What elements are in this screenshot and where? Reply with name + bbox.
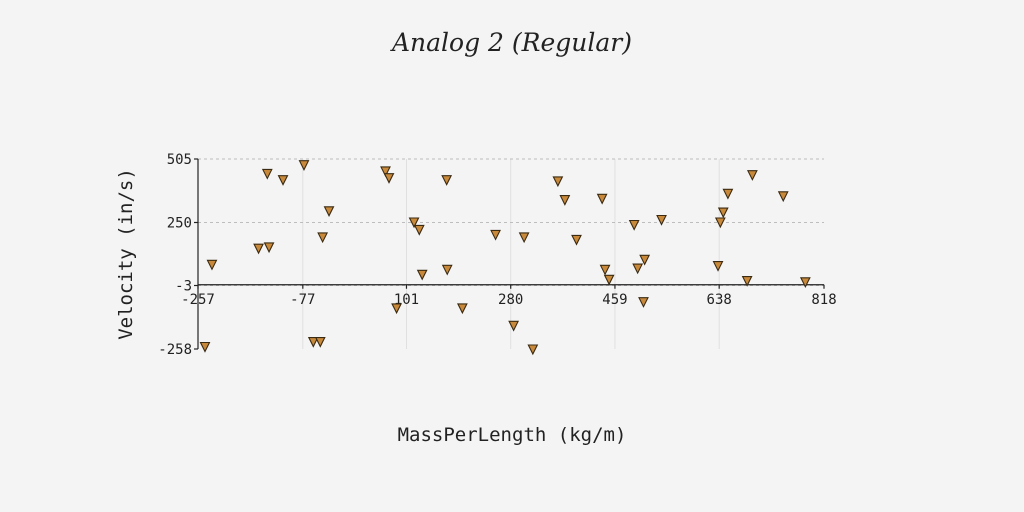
axes (194, 158, 825, 350)
data-points (199, 160, 811, 356)
data-point (263, 242, 275, 254)
data-point (632, 263, 644, 275)
x-tick-label: 818 (811, 292, 836, 308)
data-point (552, 176, 564, 188)
data-point (416, 269, 428, 281)
data-point (253, 243, 264, 255)
data-point (441, 175, 453, 186)
data-point (456, 303, 468, 315)
x-tick-label: -77 (290, 292, 315, 308)
data-point (508, 320, 520, 332)
chart-title: Analog 2 (Regular) (392, 28, 632, 57)
data-point (490, 229, 501, 241)
data-point (380, 166, 391, 178)
data-point (596, 193, 608, 205)
x-tick-label: -257 (181, 292, 215, 308)
data-point (717, 207, 729, 219)
data-point (712, 261, 724, 272)
data-point (603, 274, 615, 286)
data-point (799, 277, 811, 288)
data-point (559, 195, 571, 206)
data-point (206, 259, 218, 271)
x-tick-label: 280 (498, 292, 523, 308)
data-point (628, 219, 640, 231)
x-tick-label: 459 (602, 292, 627, 308)
data-point (527, 344, 539, 356)
data-point (638, 297, 649, 308)
data-point (722, 188, 734, 200)
data-point (599, 264, 611, 276)
x-tick-label: 638 (707, 292, 732, 308)
data-point (314, 336, 326, 348)
data-point (383, 173, 395, 184)
data-point (571, 234, 582, 246)
data-point (277, 175, 289, 186)
data-point (741, 275, 753, 287)
data-point (323, 206, 335, 218)
data-point (261, 168, 273, 180)
data-point (408, 217, 420, 229)
data-point (746, 170, 758, 181)
data-point (413, 224, 425, 236)
data-point (518, 232, 530, 244)
data-point (307, 336, 319, 348)
data-point (199, 341, 211, 353)
data-point (656, 214, 667, 226)
data-point (317, 232, 329, 244)
data-point (714, 217, 726, 229)
y-tick-label: -3 (175, 279, 192, 295)
data-point (777, 191, 789, 203)
data-point (639, 254, 651, 266)
data-point (391, 303, 402, 315)
y-tick-label: 250 (167, 215, 192, 231)
data-point (298, 160, 310, 171)
y-tick-label: -258 (158, 342, 192, 358)
x-axis-title: MassPerLength (kg/m) (397, 424, 627, 446)
data-point (441, 264, 453, 276)
grid-lines (198, 158, 824, 349)
y-tick-label: 505 (167, 152, 192, 168)
